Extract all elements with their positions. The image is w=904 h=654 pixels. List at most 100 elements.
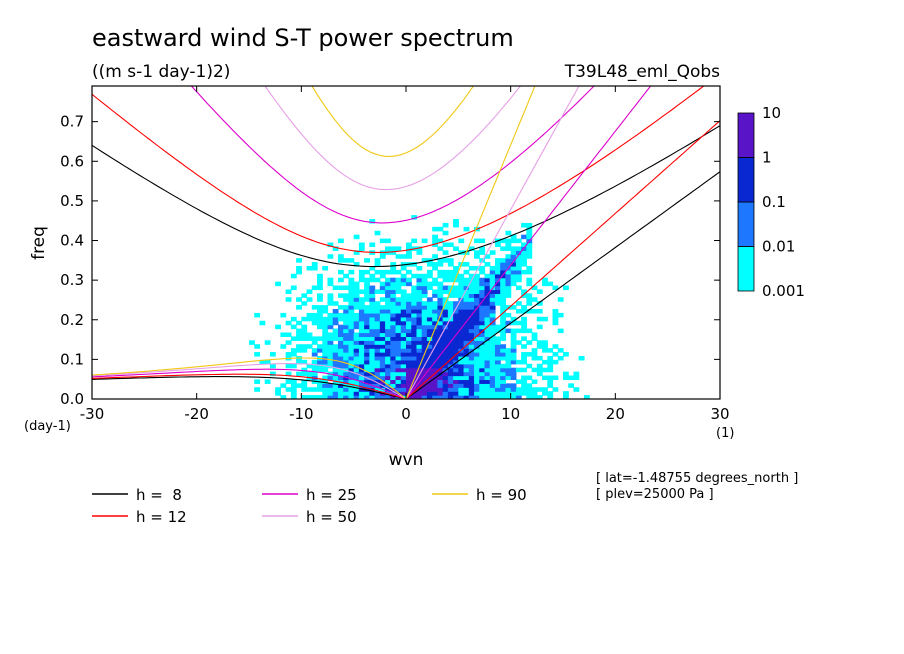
contour-cell	[379, 316, 386, 322]
x-tick-label: 10	[501, 405, 520, 423]
contour-cell	[317, 383, 323, 388]
contour-cell	[474, 352, 480, 357]
contour-cell	[343, 297, 350, 302]
contour-cell	[390, 265, 397, 271]
contour-cell	[390, 289, 397, 294]
contour-cell	[332, 395, 339, 399]
contour-cell	[421, 355, 428, 361]
contour-cell	[406, 250, 412, 255]
contour-cell	[552, 375, 559, 381]
contour-cell	[526, 309, 533, 314]
contour-cell	[327, 352, 334, 357]
contour-cell	[447, 371, 454, 377]
contour-cell	[379, 281, 386, 287]
contour-cell	[317, 395, 323, 399]
contour-cell	[505, 238, 512, 244]
annotation-plev: [ plev=25000 Pa ]	[596, 487, 714, 502]
contour-cell	[358, 383, 365, 388]
contour-cell	[547, 383, 554, 388]
contour-cell	[348, 332, 355, 337]
contour-cell	[421, 340, 428, 345]
contour-cell	[390, 340, 397, 345]
contour-cell	[416, 297, 423, 302]
contour-cell	[353, 340, 360, 345]
contour-cell	[458, 328, 465, 334]
contour-cell	[484, 375, 491, 381]
contour-cell	[406, 281, 412, 287]
contour-cell	[337, 348, 344, 353]
contour-cell	[379, 328, 386, 334]
contour-cell	[536, 344, 543, 349]
contour-cell	[500, 305, 507, 310]
contour-cell	[489, 344, 496, 349]
contour-cell	[385, 269, 391, 275]
contour-cell	[432, 355, 438, 361]
contour-cell	[348, 391, 355, 396]
contour-cell	[364, 328, 370, 334]
contour-cell	[400, 332, 407, 337]
contour-cell	[337, 391, 344, 396]
contour-cell	[327, 242, 334, 248]
contour-cell	[395, 352, 402, 357]
contour-cell	[421, 387, 428, 392]
contour-cell	[458, 293, 465, 298]
contour-cell	[416, 332, 423, 337]
contour-cell	[400, 277, 407, 283]
contour-cell	[432, 332, 438, 337]
contour-cell	[521, 324, 527, 330]
contour-cell	[374, 301, 381, 306]
contour-cell	[474, 277, 480, 283]
contour-cell	[254, 312, 261, 318]
contour-cell	[353, 285, 360, 291]
contour-cell	[358, 359, 365, 365]
contour-cell	[290, 395, 297, 399]
contour-cell	[379, 238, 386, 244]
contour-cell	[411, 340, 418, 345]
contour-cell	[285, 371, 292, 377]
contour-cell	[416, 355, 423, 361]
contour-cell	[374, 348, 381, 353]
contour-cell	[400, 293, 407, 298]
contour-cell	[453, 301, 459, 306]
contour-cell	[536, 316, 543, 322]
contour-cell	[494, 391, 501, 396]
contour-cell	[510, 355, 517, 361]
contour-cell	[468, 355, 475, 361]
contour-cell	[437, 367, 444, 373]
contour-cell	[453, 348, 459, 353]
contour-cell	[494, 265, 501, 271]
contour-cell	[474, 254, 480, 259]
contour-cell	[411, 215, 418, 220]
contour-cell	[374, 328, 381, 334]
contour-cell	[468, 387, 475, 392]
contour-cell	[474, 363, 480, 369]
contour-cell	[317, 316, 323, 322]
contour-cell	[489, 265, 496, 271]
contour-cell	[390, 379, 397, 384]
contour-cell	[505, 273, 512, 279]
contour-cell	[385, 305, 391, 310]
contour-cell	[369, 320, 376, 326]
contour-cell	[374, 391, 381, 396]
contour-cell	[426, 371, 433, 377]
contour-cell	[484, 371, 491, 377]
contour-cell	[547, 363, 554, 369]
contour-cell	[426, 387, 433, 392]
contour-cell	[374, 316, 381, 322]
contour-cell	[453, 379, 459, 384]
contour-cell	[411, 309, 418, 314]
contour-cell	[447, 324, 454, 330]
contour-cell	[358, 363, 365, 369]
contour-cell	[411, 293, 418, 298]
contour-cell	[547, 281, 554, 287]
contour-cell	[515, 277, 522, 283]
contour-cell	[390, 293, 397, 298]
contour-cell	[358, 371, 365, 377]
contour-cell	[542, 375, 548, 381]
contour-cell	[479, 363, 486, 369]
contour-cell	[390, 367, 397, 373]
contour-cell	[557, 312, 564, 318]
contour-cell	[442, 363, 449, 369]
contour-cell	[426, 395, 433, 399]
dataset-label: T39L48_eml_Qobs	[564, 62, 720, 82]
